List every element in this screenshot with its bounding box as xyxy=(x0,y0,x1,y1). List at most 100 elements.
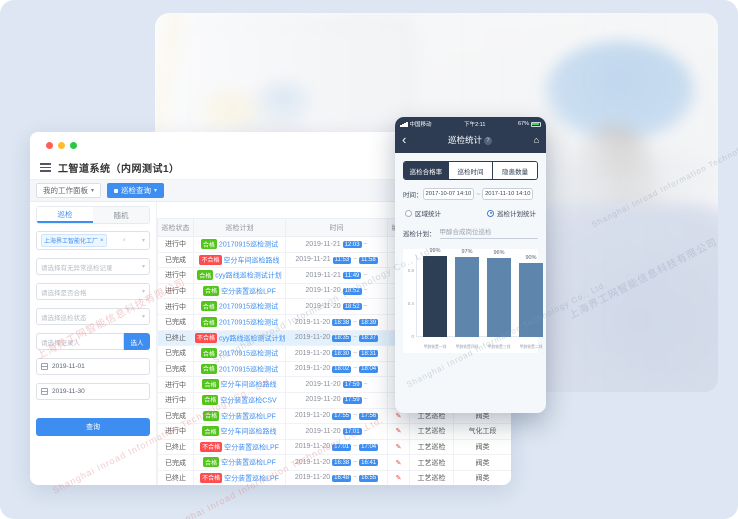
bar-甲醇装置二线[interactable] xyxy=(519,263,543,337)
pick-person-button[interactable]: 选人 xyxy=(124,333,150,350)
sidebar-tab-随机[interactable]: 随机 xyxy=(93,207,149,223)
filter-dropdown[interactable]: 请选择巡检状态 ▾ xyxy=(36,308,150,325)
workspace-tab[interactable]: 巡检查询 ▾ xyxy=(107,183,165,198)
plan-link[interactable]: 20170915巡检测试 xyxy=(218,366,279,374)
time-to-field[interactable]: 2017-11-10 14:10 xyxy=(482,188,534,200)
status-cell: 已完成 xyxy=(157,251,194,269)
clock-label: 下午2:11 xyxy=(464,122,486,128)
carrier-label: 中国移动 xyxy=(409,122,432,128)
time-from-field[interactable]: 2017-10-07 14:10 xyxy=(422,188,475,200)
segment-巡检时间[interactable]: 巡检时间 xyxy=(447,162,493,179)
bar-category-label: 甲醇装置二线 xyxy=(519,344,543,349)
result-badge: 合格 xyxy=(202,394,219,405)
recorder-input[interactable]: 请选择记录人 xyxy=(36,333,124,350)
plan-link[interactable]: 空分车间巡检路线 xyxy=(223,257,280,265)
start-date-field[interactable]: 2019-11-01 xyxy=(36,358,150,375)
segment-隐患数量[interactable]: 隐患数量 xyxy=(492,162,537,179)
plan-link[interactable]: 20170915巡检测试 xyxy=(218,241,279,249)
filter-dropdown[interactable]: 请选择有无异常巡检记录 ▾ xyxy=(36,258,150,275)
time-cell: 2019-11-20 16:38 ~ 16:41 xyxy=(285,454,388,471)
stat-mode-radios: 区域统计 巡检计划统计 xyxy=(403,208,538,218)
bar-甲醇装置三线[interactable] xyxy=(487,258,511,337)
clear-select-icon[interactable]: × xyxy=(122,237,127,244)
table-row[interactable]: 已完成 合格 空分装置巡检LPF 2019-11-20 16:38 ~ 16:41 ✎ 工… xyxy=(157,454,511,471)
table-row[interactable]: 已终止 不合格 空分装置巡检LPF 2019-11-20 17:01 ~ 17:04 ✎… xyxy=(157,438,511,456)
filter-dropdown[interactable]: 请选择是否合格 ▾ xyxy=(36,283,150,300)
segment-巡检合格率[interactable]: 巡检合格率 xyxy=(404,162,448,179)
remove-org-chip-icon[interactable]: × xyxy=(100,237,104,244)
bar-甲醇装置一线[interactable] xyxy=(423,255,447,337)
app-header: 工智道系统（内网测试1） xyxy=(30,156,511,180)
info-icon[interactable]: ? xyxy=(483,137,492,145)
plan-value-field[interactable]: 甲醇合成岗位巡检 xyxy=(439,226,538,239)
status-cell: 已完成 xyxy=(157,345,194,362)
edit-pencil-icon[interactable]: ✎ xyxy=(395,428,402,436)
plan-cell: 不合格 空分车间巡检路线 xyxy=(193,251,286,269)
result-badge: 合格 xyxy=(203,285,220,296)
result-badge: 合格 xyxy=(202,379,219,390)
back-icon[interactable]: ‹ xyxy=(402,132,407,147)
time-cell: 2019-11-21 11:49 ~ xyxy=(285,267,388,284)
bar-value-label: 96% xyxy=(493,250,505,257)
plan-link[interactable]: 空分装置巡检LPF xyxy=(221,413,276,421)
plan-link[interactable]: cyy路线巡检测试计划 xyxy=(219,335,286,343)
query-button[interactable]: 查询 xyxy=(36,418,150,436)
table-header-cell: 时间 xyxy=(285,218,388,237)
plan-link[interactable]: 20170915巡检测试 xyxy=(218,319,279,327)
bar-甲醇装置四线[interactable] xyxy=(455,257,479,337)
time-cell: 2019-11-20 18:52 ~ xyxy=(285,298,388,315)
plan-link[interactable]: 空分装置巡检LPF xyxy=(221,288,276,296)
result-badge: 合格 xyxy=(200,317,217,328)
edit-pencil-icon[interactable]: ✎ xyxy=(395,459,402,467)
status-cell: 已终止 xyxy=(157,329,194,347)
chevron-down-icon: ▾ xyxy=(141,289,145,295)
plan-cell: 合格 20170915巡检测试 xyxy=(193,236,286,253)
plan-link[interactable]: 空分车间巡检路线 xyxy=(220,381,277,389)
time-filter-row: 时间： 2017-10-07 14:10 ~ 2017-11-10 14:10 xyxy=(403,188,538,200)
phone-page-title: 巡检统计? xyxy=(406,134,533,146)
table-row[interactable]: 已终止 不合格 空分装置巡检LPF 2019-11-20 16:48 ~ 16:55 ✎… xyxy=(157,469,511,485)
plan-cell: 不合格 空分装置巡检LPF xyxy=(193,469,286,485)
edit-pencil-icon[interactable]: ✎ xyxy=(395,412,402,420)
home-icon[interactable]: ⌂ xyxy=(533,135,539,145)
plan-label: 巡检计划： xyxy=(403,230,436,238)
chevron-down-icon: ▾ xyxy=(91,188,95,194)
phone-header: 中国移动 下午2:11 67% ‹ 巡检统计? ⌂ xyxy=(395,117,546,153)
workspace-tabstrip: 我的工作面板 ▾ 巡检查询 ▾ xyxy=(30,180,511,202)
minimize-window-button[interactable] xyxy=(58,142,65,149)
plan-cell: 合格 20170915巡检测试 xyxy=(193,345,286,362)
table-row[interactable]: 进行中 合格 空分车间巡检路线 2019-11-20 17:01 ~ ✎ 工艺巡检 气化工… xyxy=(157,423,511,440)
plan-link[interactable]: cyy路线巡检测试计划 xyxy=(215,272,282,280)
plan-link[interactable]: 20170915巡检测试 xyxy=(218,350,279,358)
plan-link[interactable]: 空分装置巡检LPF xyxy=(224,475,279,483)
maximize-window-button[interactable] xyxy=(70,142,77,149)
radio-区域统计[interactable]: 区域统计 xyxy=(405,208,441,218)
plan-cell: 合格 空分车间巡检路线 xyxy=(193,376,286,393)
edit-pencil-icon[interactable]: ✎ xyxy=(395,444,402,452)
plan-link[interactable]: 空分车间巡检路线 xyxy=(220,428,277,436)
chevron-down-icon: ▾ xyxy=(154,188,158,194)
menu-icon[interactable] xyxy=(40,163,51,172)
end-date-field[interactable]: 2019-11-30 xyxy=(36,383,150,400)
edit-cell: ✎ xyxy=(387,423,410,440)
phone-nav-bar: ‹ 巡检统计? ⌂ xyxy=(395,129,546,151)
plan-link[interactable]: 空分装置巡检LPF xyxy=(221,459,276,467)
plan-link[interactable]: 空分装置巡检CSV xyxy=(220,397,277,405)
result-badge: 合格 xyxy=(200,301,217,312)
status-cell: 进行中 xyxy=(157,267,194,284)
radio-巡检计划统计[interactable]: 巡检计划统计 xyxy=(487,208,536,218)
org-select[interactable]: 上海界工智能化工厂 × × ▾ xyxy=(36,231,150,250)
result-badge: 不合格 xyxy=(200,472,223,483)
result-badge: 合格 xyxy=(200,239,217,250)
recorder-row: 请选择记录人 选人 xyxy=(36,333,150,350)
sidebar-tab-巡检[interactable]: 巡检 xyxy=(37,207,93,223)
plan-link[interactable]: 20170915巡检测试 xyxy=(218,303,279,311)
workspace-tab[interactable]: 我的工作面板 ▾ xyxy=(36,183,102,198)
phone-mockup: 中国移动 下午2:11 67% ‹ 巡检统计? ⌂ 巡检合格率 巡检时间 隐患数量 … xyxy=(395,117,546,413)
close-window-button[interactable] xyxy=(46,142,53,149)
plan-link[interactable]: 空分装置巡检LPF xyxy=(224,444,279,452)
plan-cell: 合格 20170915巡检测试 xyxy=(193,298,286,315)
edit-pencil-icon[interactable]: ✎ xyxy=(395,475,402,483)
chevron-down-icon: ▾ xyxy=(141,314,145,320)
